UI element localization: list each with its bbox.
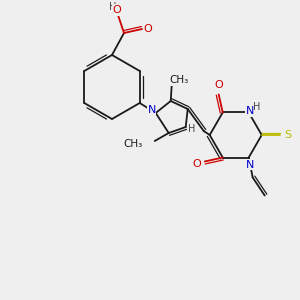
Text: CH₃: CH₃ [169,75,188,85]
Text: O: O [112,5,122,15]
Text: S: S [284,130,291,140]
Text: N: N [148,105,156,115]
Text: N: N [245,106,254,116]
Text: O: O [214,80,223,91]
Text: O: O [192,158,201,169]
Text: O: O [144,24,152,34]
Text: N: N [245,160,254,170]
Text: CH₃: CH₃ [124,139,143,149]
Text: H: H [188,124,195,134]
Text: H: H [253,103,260,112]
Text: H: H [109,2,117,12]
